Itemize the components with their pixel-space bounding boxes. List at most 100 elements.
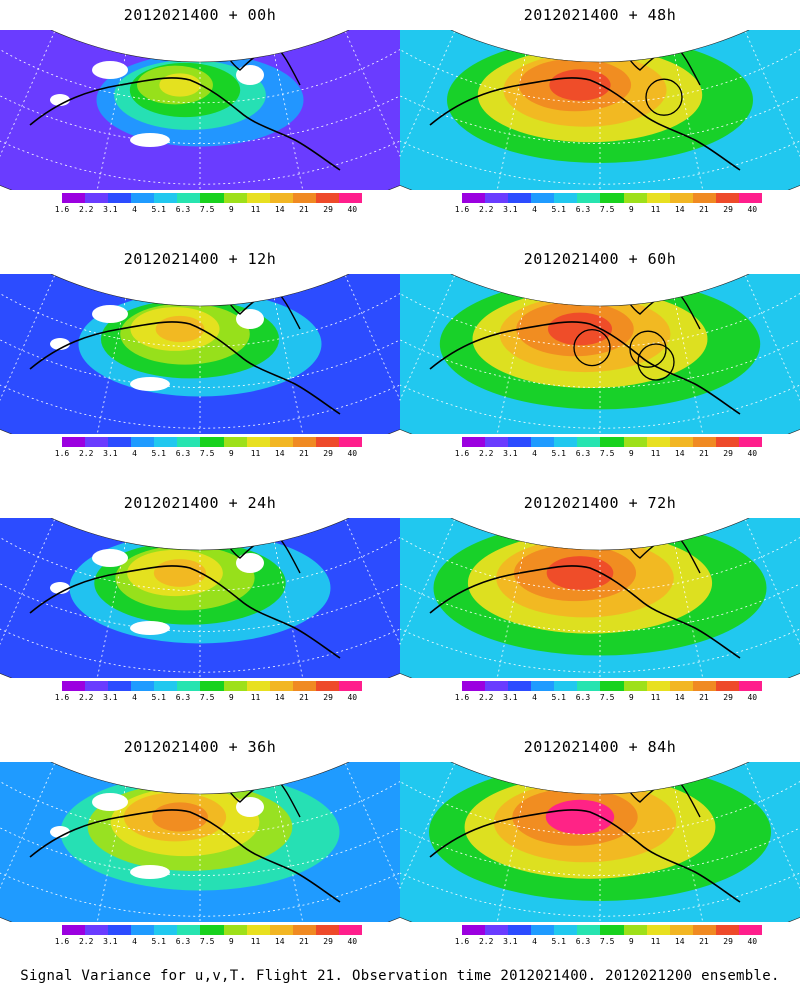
colorbar-swatch [669,193,693,203]
colorbar-tick-label: 6.3 [575,937,591,946]
colorbar-tick-label: 29 [323,205,333,214]
colorbar-tick-label: 3.1 [103,449,118,458]
variance-map [400,274,800,434]
colorbar-tick-label: 5.1 [551,205,566,214]
colorbar [462,681,763,691]
colorbar-swatch [154,681,178,691]
colorbar-tick-label: 5.1 [151,449,166,458]
colorbar-tick-label: 7.5 [199,449,215,458]
colorbar-ticks: 1.6 2.2 3.1 4 5.1 6.3 7.5 9 11 14 21 29 40 [48,205,378,217]
colorbar-swatch [669,437,693,447]
colorbar-tick-label: 4 [532,205,537,214]
colorbar-tick-label: 3.1 [503,693,518,702]
panel-title: 2012021400 + 48h [523,6,677,24]
colorbar-tick-label: 2.2 [478,693,494,702]
colorbar-swatch [315,925,339,935]
colorbar-tick-label: 14 [274,449,285,458]
colorbar-tick-label: 40 [747,449,758,458]
variance-map [0,762,400,922]
colorbar-tick-label: 21 [299,205,309,214]
colorbar-ticks: 1.6 2.2 3.1 4 5.1 6.3 7.5 9 11 14 21 29 40 [48,937,378,949]
colorbar-tick-label: 14 [674,449,685,458]
colorbar-tick-label: 2.2 [78,937,94,946]
colorbar-tick-label: 7.5 [599,205,615,214]
observation-circle [573,328,611,367]
colorbar-ticks: 1.6 2.2 3.1 4 5.1 6.3 7.5 9 11 14 21 29 40 [448,937,778,949]
colorbar-swatch [292,681,316,691]
colorbar [462,437,763,447]
colorbar-tick-label: 6.3 [575,693,591,702]
colorbar-swatch [462,437,486,447]
colorbar-swatch [246,681,270,691]
colorbar-tick-label: 6.3 [575,205,591,214]
colorbar [62,193,363,203]
colorbar-tick-label: 11 [650,693,661,702]
colorbar-swatch [338,681,363,691]
colorbar-swatch [738,681,763,691]
colorbar-tick-label: 2.2 [478,449,494,458]
colorbar-tick-label: 21 [699,449,709,458]
colorbar-swatch [292,193,316,203]
colorbar-tick-label: 40 [347,449,358,458]
colorbar-swatch [462,681,486,691]
colorbar-tick-label: 9 [228,205,234,214]
colorbar-swatch [600,193,624,203]
colorbar-swatch [85,681,109,691]
map-panel: 2012021400 + 48h 1.6 2.2 3.1 4 5.1 6.3 7.5 9 11 14… [400,0,800,244]
panel-title: 2012021400 + 12h [123,250,277,268]
colorbar-tick-label: 3.1 [503,449,518,458]
colorbar-tick-label: 29 [723,693,733,702]
colorbar-tick-label: 2.2 [78,205,94,214]
colorbar-swatch [200,681,224,691]
panel-title: 2012021400 + 36h [123,738,277,756]
colorbar-swatch [108,925,132,935]
colorbar-swatch [738,925,763,935]
colorbar-tick-label: 3.1 [503,937,518,946]
colorbar-tick-label: 14 [274,693,285,702]
colorbar-swatch [531,925,555,935]
colorbar-tick-label: 4 [532,937,537,946]
colorbar-swatch [692,193,716,203]
colorbar-tick-label: 7.5 [199,693,215,702]
colorbar-swatch [154,437,178,447]
colorbar-swatch [200,925,224,935]
variance-map [400,762,800,922]
colorbar-tick-label: 40 [747,937,758,946]
colorbar-swatch [577,925,601,935]
colorbar-swatch [177,681,201,691]
colorbar-swatch [62,193,86,203]
colorbar-swatch [315,193,339,203]
colorbar-swatch [646,437,670,447]
colorbar-tick-label: 40 [747,205,758,214]
colorbar-tick-label: 4 [132,693,137,702]
map-panel: 2012021400 + 72h 1.6 2.2 3.1 4 5.1 6.3 7.5 9 11 14… [400,488,800,732]
colorbar-swatch [692,681,716,691]
colorbar-tick-label: 9 [228,693,234,702]
colorbar-tick-label: 7.5 [199,937,215,946]
colorbar-swatch [223,193,247,203]
colorbar-tick-label: 3.1 [503,205,518,214]
colorbar-tick-label: 11 [650,449,661,458]
colorbar-ticks: 1.6 2.2 3.1 4 5.1 6.3 7.5 9 11 14 21 29 40 [448,449,778,461]
variance-map [400,518,800,678]
colorbar-tick-label: 14 [674,693,685,702]
colorbar-tick-label: 14 [274,937,285,946]
colorbar-tick-label: 9 [628,693,634,702]
colorbar-swatch [85,925,109,935]
colorbar-tick-label: 11 [650,937,661,946]
colorbar-tick-label: 6.3 [575,449,591,458]
colorbar-tick-label: 9 [628,937,634,946]
colorbar [462,925,763,935]
colorbar-swatch [269,193,293,203]
colorbar-swatch [600,437,624,447]
variance-map [0,30,400,190]
colorbar-swatch [462,193,486,203]
colorbar-swatch [646,681,670,691]
colorbar-swatch [554,437,578,447]
map-panel: 2012021400 + 12h 1.6 2.2 3.1 4 5.1 6.3 7.5 9 11 14… [0,244,400,488]
colorbar-tick-label: 4 [532,693,537,702]
colorbar-tick-label: 5.1 [551,937,566,946]
variance-map [400,30,800,190]
colorbar-swatch [292,925,316,935]
colorbar-swatch [246,925,270,935]
